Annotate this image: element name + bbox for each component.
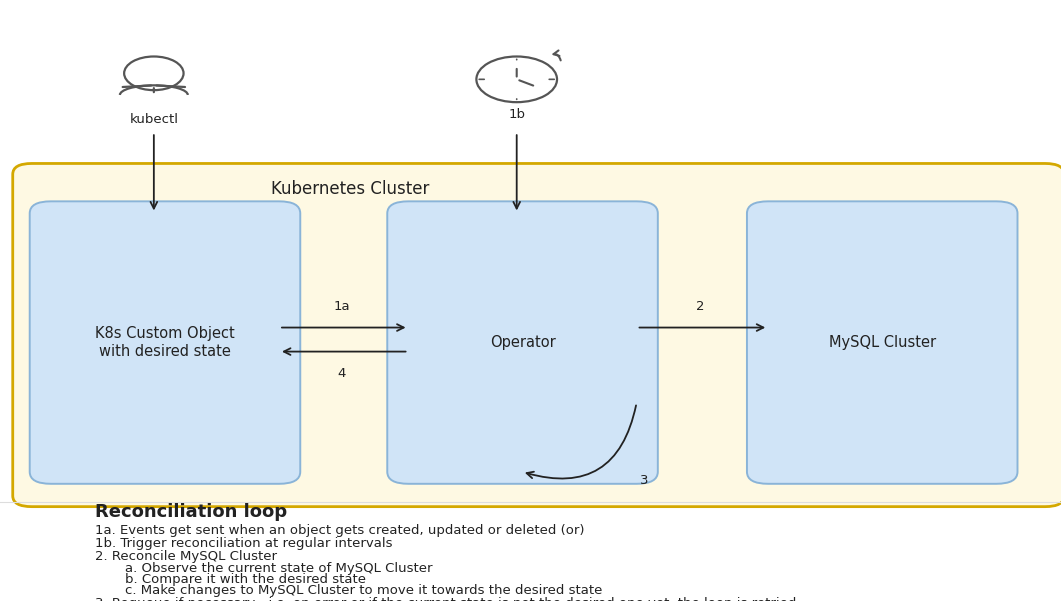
Text: 2. Reconcile MySQL Cluster: 2. Reconcile MySQL Cluster xyxy=(95,550,278,563)
Text: 1a. Events get sent when an object gets created, updated or deleted (or): 1a. Events get sent when an object gets … xyxy=(95,523,585,537)
Text: 4: 4 xyxy=(337,367,346,380)
Text: 3: 3 xyxy=(640,474,648,487)
Text: MySQL Cluster: MySQL Cluster xyxy=(829,335,936,350)
FancyBboxPatch shape xyxy=(13,163,1061,507)
Text: Operator: Operator xyxy=(490,335,555,350)
Text: 2: 2 xyxy=(696,300,705,313)
FancyBboxPatch shape xyxy=(30,201,300,484)
Text: 1a: 1a xyxy=(333,300,350,313)
Text: 1b: 1b xyxy=(508,108,525,121)
Text: 3. Requeue if necessary - i.e. on error or if the current state is not the desir: 3. Requeue if necessary - i.e. on error … xyxy=(95,597,797,601)
FancyBboxPatch shape xyxy=(387,201,658,484)
Text: a. Observe the current state of MySQL Cluster: a. Observe the current state of MySQL Cl… xyxy=(125,562,433,575)
Text: c. Make changes to MySQL Cluster to move it towards the desired state: c. Make changes to MySQL Cluster to move… xyxy=(125,584,603,597)
Text: kubectl: kubectl xyxy=(129,113,178,126)
Text: Kubernetes Cluster: Kubernetes Cluster xyxy=(271,180,430,198)
Text: Reconciliation loop: Reconciliation loop xyxy=(95,503,288,521)
Text: K8s Custom Object
with desired state: K8s Custom Object with desired state xyxy=(95,326,234,359)
Text: b. Compare it with the desired state: b. Compare it with the desired state xyxy=(125,573,366,586)
Text: 1b. Trigger reconciliation at regular intervals: 1b. Trigger reconciliation at regular in… xyxy=(95,537,393,550)
FancyBboxPatch shape xyxy=(747,201,1017,484)
